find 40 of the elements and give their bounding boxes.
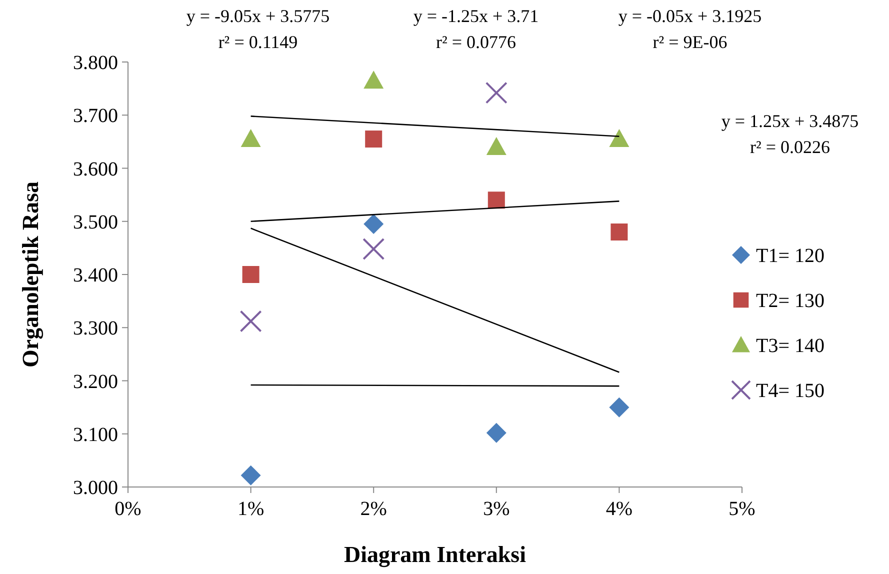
x-tick-label: 3% [483,498,510,520]
y-tick-label: 3.500 [73,211,118,234]
y-axis-title: Organoleptik Rasa [18,181,44,368]
x-axis-title: Diagram Interaksi [344,542,527,568]
x-tick-label: 2% [360,498,387,520]
point [486,422,506,443]
y-tick-label: 3.300 [73,318,118,340]
x-tick-label: 4% [606,498,633,520]
text: y = -1.25x + 3.71 r² = 0.0776 [413,6,539,52]
point [240,310,262,332]
point [609,397,630,418]
point [365,130,382,148]
point [240,465,261,486]
point [610,224,628,240]
point [488,192,505,209]
y-tick-label: 3.800 [73,52,118,74]
point [364,70,384,89]
point [364,214,384,234]
y-tick-label: 3.600 [73,158,118,180]
text: y = -0.05x + 3.1925 r² = 9E-06 [618,6,762,52]
y-tick-label: 3.100 [73,424,118,446]
x-tick-label: 5% [728,498,756,520]
y-tick-label: 3.400 [73,264,118,286]
point [362,238,385,260]
legend-label: T2= 130 [756,290,824,312]
annotation: y = 1.25x + 3.4875 r² = 0.0226 [721,111,859,157]
text: y = -9.05x + 3.5775 r² = 0.1149 [186,6,330,52]
y-tick-label: 3.200 [73,370,118,393]
legend-label: T4= 150 [756,380,824,402]
point [609,129,630,148]
point [485,82,508,104]
x-tick-label: 1% [237,498,264,520]
legend-label: T1= 120 [756,245,824,267]
y-tick-label: 3.000 [73,477,118,499]
point [240,129,261,148]
point [242,266,260,283]
y-tick-label: 3.700 [73,105,118,128]
legend-label: T3= 140 [756,335,824,357]
x-tick-label: 0% [114,498,142,520]
point [486,137,506,155]
